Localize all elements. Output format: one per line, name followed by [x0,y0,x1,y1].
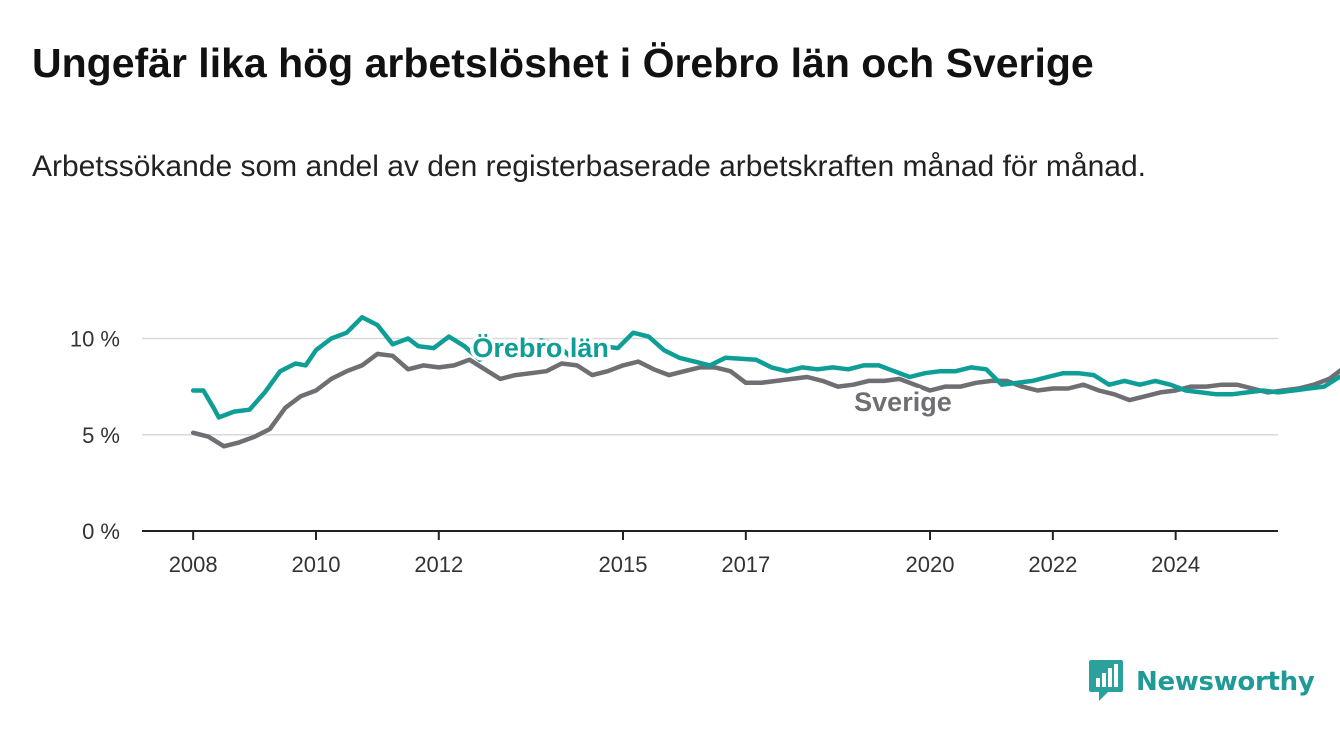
x-tick-label: 2015 [599,552,648,577]
series-label-orebro: Örebro län [472,333,609,363]
y-tick-label: 5 % [82,423,120,448]
series-line-orebro [190,315,1340,420]
y-tick-label: 10 % [70,327,120,352]
series-label-orebro-halo: Örebro län [472,333,609,363]
x-tick-label: 2017 [721,552,770,577]
chart-title: Ungefär lika hög arbetslöshet i Örebro l… [32,40,1094,86]
y-tick-label: 0 % [82,519,120,544]
series-line-sverige [190,351,1340,449]
x-tick-label: 2012 [414,552,463,577]
brand-name: Newsworthy [1136,667,1315,697]
x-tick-label: 2020 [906,552,955,577]
axes: 0 % 5 % 10 % 2008 2010 2012 2015 2017 2020 2022 20… [70,327,1278,577]
series-label-sverige-halo: Sverige [854,387,952,417]
newsworthy-logo: Newsworthy [1088,658,1315,707]
series-label-sverige: Sverige [854,387,952,417]
series-lines [190,315,1340,449]
x-tick-label: 2024 [1151,552,1200,577]
x-tick-label: 2008 [169,552,218,577]
bar-chart-logo-icon [1088,658,1124,707]
x-tick-label: 2010 [292,552,341,577]
x-tick-label: 2022 [1028,552,1077,577]
chart-subtitle: Arbetssökande som andel av den registerb… [32,150,1146,183]
